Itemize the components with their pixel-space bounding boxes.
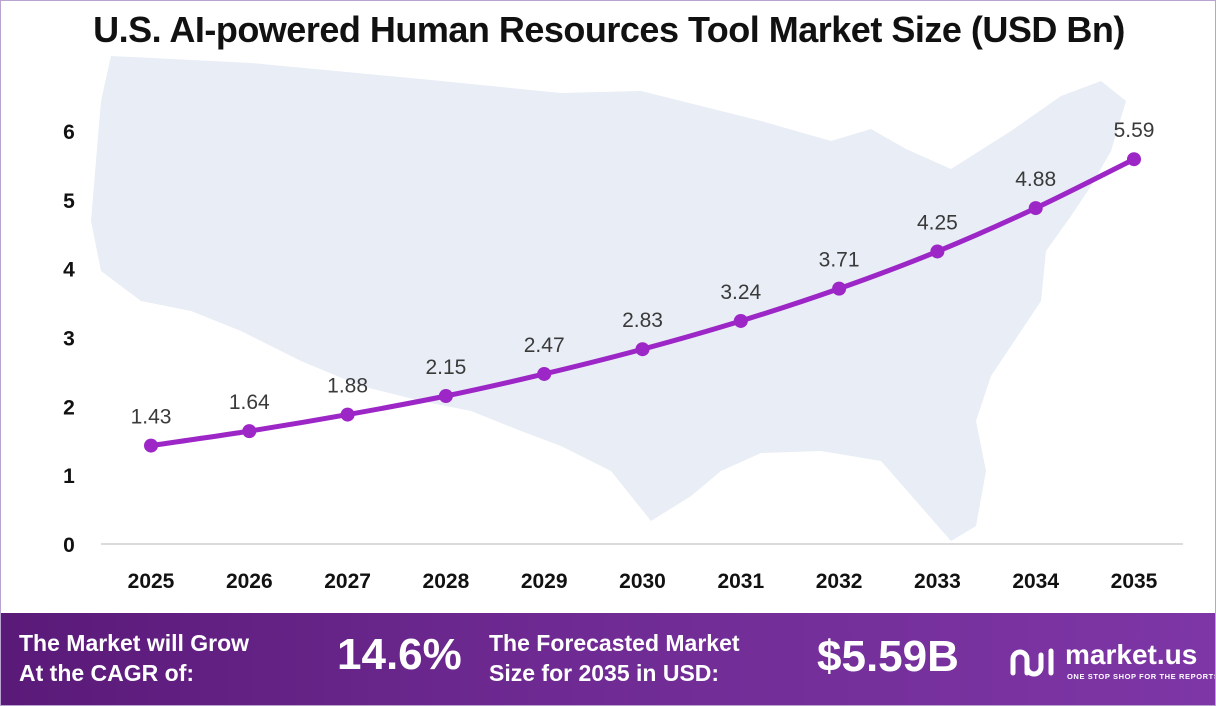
x-tick-label: 2028 [423,570,470,593]
data-label: 5.59 [1114,119,1155,142]
logo-name: market.us [1065,639,1198,670]
us-map-background [91,56,1126,541]
x-tick-label: 2030 [619,570,666,593]
y-tick-label: 3 [63,328,75,351]
data-label: 4.88 [1015,168,1056,191]
data-label: 4.25 [917,211,958,234]
data-point [635,342,650,357]
forecast-label-line1: The Forecasted Market [489,630,740,656]
forecast-label: The Forecasted Market Size for 2035 in U… [489,628,740,688]
data-point [242,424,257,439]
data-point [733,313,748,328]
x-tick-label: 2033 [914,570,961,593]
data-label: 2.15 [425,356,466,379]
chart-title: U.S. AI-powered Human Resources Tool Mar… [93,9,1125,50]
x-tick-label: 2034 [1012,570,1059,593]
cagr-label-line2: At the CAGR of: [19,660,195,686]
x-tick-label: 2026 [226,570,273,593]
y-tick-label: 4 [63,259,75,282]
market-us-logo-icon [1010,648,1054,677]
data-label: 2.83 [622,309,663,332]
y-tick-label: 2 [63,396,75,419]
data-label: 3.24 [720,281,761,304]
data-label: 2.47 [524,334,565,357]
line-chart: 0 1 2 3 4 5 6 2025 2026 2027 2028 2029 2030 2031 2032 2… [63,56,1183,593]
x-tick-label: 2025 [128,570,175,593]
forecast-label-line2: Size for 2035 in USD: [489,660,720,686]
cagr-label: The Market will Grow At the CAGR of: [19,628,249,688]
x-tick-label: 2032 [816,570,863,593]
data-point [832,281,847,296]
summary-footer: The Market will Grow At the CAGR of: 14.… [1,613,1215,705]
x-tick-label: 2035 [1111,570,1158,593]
data-point [438,389,453,404]
data-point [1127,152,1141,167]
cagr-value: 14.6% [337,630,462,679]
data-point [1028,201,1043,216]
cagr-label-line1: The Market will Grow [19,630,250,656]
logo-tagline: ONE STOP SHOP FOR THE REPORTS [1067,672,1216,681]
y-tick-label: 6 [63,121,75,144]
market-us-logo: market.us ONE STOP SHOP FOR THE REPORTS [1007,639,1215,689]
data-point [340,407,355,422]
data-label: 1.43 [131,406,172,429]
data-label: 1.88 [327,375,368,398]
x-tick-label: 2029 [521,570,568,593]
y-tick-label: 0 [63,534,75,557]
y-tick-label: 5 [63,190,75,213]
x-tick-label: 2027 [324,570,371,593]
data-point [144,438,158,453]
data-point [537,366,552,381]
data-label: 3.71 [819,249,860,272]
forecast-value: $5.59B [817,632,959,681]
x-tick-label: 2031 [717,570,764,593]
data-label: 1.64 [229,391,270,414]
y-tick-label: 1 [63,465,75,488]
data-point [930,244,945,259]
